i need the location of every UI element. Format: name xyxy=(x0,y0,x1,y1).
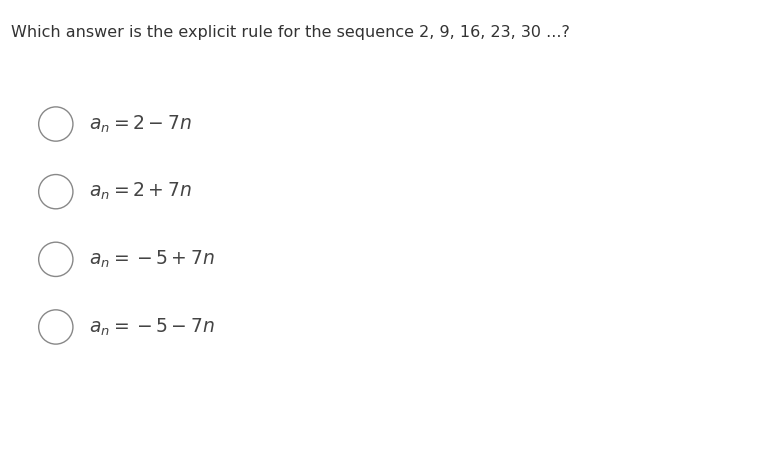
Text: $a_n = 2 + 7n$: $a_n = 2 + 7n$ xyxy=(89,181,192,202)
Text: Which answer is the explicit rule for the sequence 2, 9, 16, 23, 30 ...?: Which answer is the explicit rule for th… xyxy=(11,25,570,40)
Text: $a_n = -5 - 7n$: $a_n = -5 - 7n$ xyxy=(89,316,215,338)
Text: $a_n = 2 - 7n$: $a_n = 2 - 7n$ xyxy=(89,113,192,135)
Text: $a_n = -5 + 7n$: $a_n = -5 + 7n$ xyxy=(89,249,215,270)
